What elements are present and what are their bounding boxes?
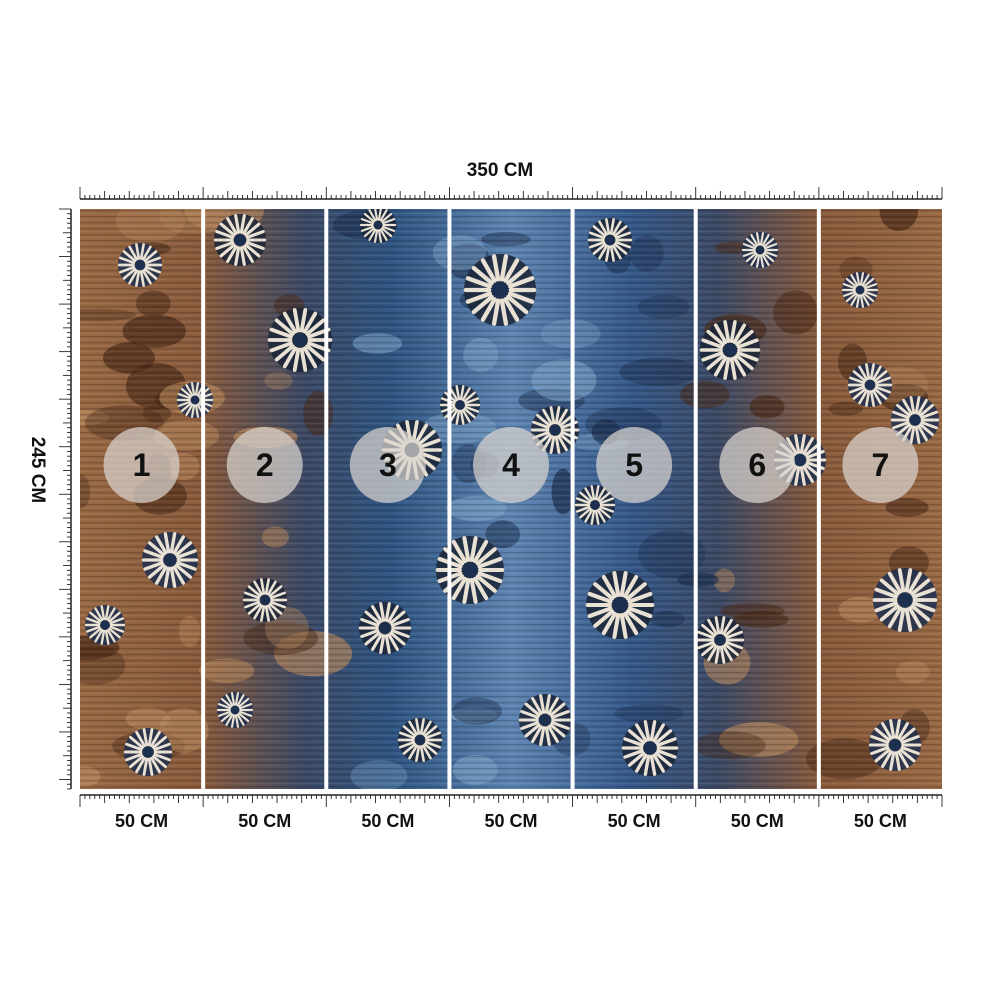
tie-dye-flower-icon [242,578,288,622]
panel-width-label: 50 CM [361,811,415,831]
panel-number-badge: 7 [842,427,919,503]
total-height-label: 245 CM [27,436,48,504]
panel-width-label: 50 CM [853,811,907,831]
tie-dye-flower-icon [518,694,572,746]
panel-number: 7 [872,447,890,483]
tie-dye-flower-icon [695,616,745,664]
panel-width-label: 50 CM [238,811,292,831]
tie-dye-flower-icon [741,232,779,268]
badge-circle [842,427,919,503]
total-width-label: 350 CM [466,160,534,181]
tie-dye-flower-icon [841,272,879,308]
badge-circle [349,427,426,503]
panel-number-badge: 2 [226,427,303,503]
tie-dye-flower-icon [397,718,443,762]
tie-dye-flower-icon [530,406,580,454]
tie-dye-flower-icon [216,692,254,728]
panel-divider [324,209,329,789]
tie-dye-flower-icon [439,385,481,425]
tie-dye-flower-icon [358,602,412,654]
tie-dye-flower-icon [435,536,505,604]
ruler-horizontal-icon [79,794,943,807]
tie-dye-flower-icon [176,382,214,418]
panel-divider [816,209,821,789]
tie-dye-flower-icon [868,719,922,771]
tie-dye-flower-icon [141,532,199,588]
panel-number: 6 [748,447,766,483]
tie-dye-flower-icon [847,363,893,407]
badge-circle [473,427,549,503]
panel-divider [201,209,206,789]
panel-number-badge: 3 [349,427,426,503]
tie-dye-flower-icon [123,728,173,776]
panel-number: 5 [625,447,643,483]
ruler-horizontal-icon [79,187,943,200]
tie-dye-flower-icon [699,320,761,380]
badge-circle [103,427,180,503]
panel-number-badge: 5 [596,427,673,503]
panel-number-badge: 4 [473,427,549,503]
tie-dye-flower-icon [84,605,126,645]
badge-circle [596,427,673,503]
badge-circle [719,427,796,503]
tie-dye-flower-icon [359,209,397,243]
panel-number: 3 [379,447,397,483]
panel-divider [570,209,575,789]
panel-width-label: 50 CM [730,811,784,831]
panel-number: 2 [256,447,274,483]
tie-dye-flower-icon [213,214,267,266]
tie-dye-flower-icon [587,218,633,262]
tie-dye-flower-icon [463,254,537,326]
ruler-vertical-icon [59,208,72,790]
panel-number: 1 [133,447,151,483]
panel-number: 4 [502,447,520,483]
tie-dye-flower-icon [267,308,333,372]
panel-width-label: 50 CM [607,811,661,831]
panel-divider [693,209,698,789]
tie-dye-flower-icon [621,720,679,776]
panel-divider [447,209,452,789]
badge-circle [226,427,303,503]
panel-number-badge: 1 [103,427,180,503]
panel-number-badge: 6 [719,427,796,503]
tie-dye-flower-icon [574,485,616,525]
tie-dye-flower-icon [585,571,655,639]
tie-dye-flower-icon [872,568,938,632]
tie-dye-flower-icon [890,396,940,444]
panel-width-label: 50 CM [115,811,169,831]
panel-width-label: 50 CM [484,811,538,831]
tie-dye-flower-icon [117,243,163,287]
